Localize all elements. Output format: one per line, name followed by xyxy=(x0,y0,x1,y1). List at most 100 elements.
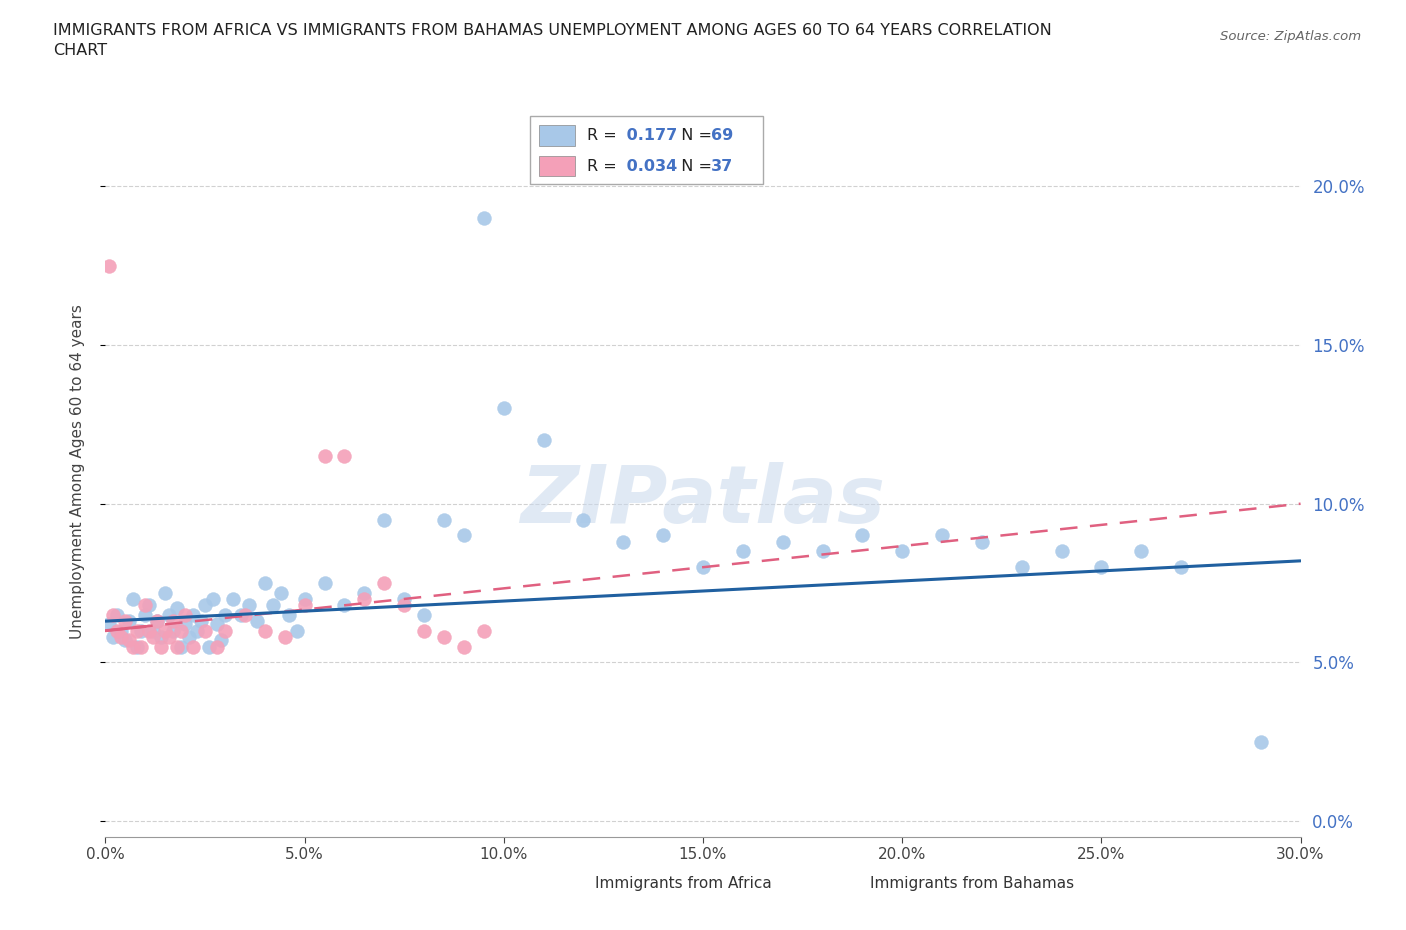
Point xyxy=(453,639,475,654)
Point xyxy=(253,623,276,638)
Point xyxy=(229,607,252,622)
Point xyxy=(150,630,173,644)
Point xyxy=(205,617,228,631)
Point xyxy=(1090,560,1112,575)
Point xyxy=(472,210,495,225)
Point xyxy=(138,598,160,613)
Text: 69: 69 xyxy=(711,128,734,143)
Point xyxy=(233,607,256,622)
Point xyxy=(142,630,165,644)
Text: ZIPatlas: ZIPatlas xyxy=(520,462,886,540)
Point xyxy=(851,528,873,543)
Point xyxy=(110,623,132,638)
Text: N =: N = xyxy=(671,159,717,174)
Point xyxy=(692,560,714,575)
Point xyxy=(353,585,375,600)
Point xyxy=(253,576,276,591)
Point xyxy=(129,639,153,654)
Point xyxy=(153,585,177,600)
Point xyxy=(392,591,416,606)
Point xyxy=(811,544,834,559)
Point xyxy=(1050,544,1073,559)
Point xyxy=(170,639,193,654)
Point xyxy=(285,623,308,638)
Point xyxy=(98,259,121,273)
Point xyxy=(262,598,284,613)
FancyBboxPatch shape xyxy=(540,156,575,177)
Point xyxy=(246,614,269,629)
Point xyxy=(294,598,316,613)
Point xyxy=(142,623,165,638)
Point xyxy=(472,623,495,638)
Point xyxy=(138,623,160,638)
Text: 0.177: 0.177 xyxy=(620,128,676,143)
Point xyxy=(205,639,228,654)
Point xyxy=(891,544,914,559)
Point xyxy=(970,535,993,550)
Point xyxy=(162,614,184,629)
Point xyxy=(103,630,125,644)
Text: Source: ZipAtlas.com: Source: ZipAtlas.com xyxy=(1220,30,1361,43)
Y-axis label: Unemployment Among Ages 60 to 64 years: Unemployment Among Ages 60 to 64 years xyxy=(70,304,84,640)
Point xyxy=(194,598,217,613)
Point xyxy=(931,528,953,543)
Point xyxy=(181,607,204,622)
Point xyxy=(174,607,197,622)
Point xyxy=(277,607,299,622)
Point xyxy=(273,630,295,644)
Text: IMMIGRANTS FROM AFRICA VS IMMIGRANTS FROM BAHAMAS UNEMPLOYMENT AMONG AGES 60 TO : IMMIGRANTS FROM AFRICA VS IMMIGRANTS FRO… xyxy=(53,23,1052,58)
Text: 37: 37 xyxy=(711,159,734,174)
Point xyxy=(146,614,169,629)
Point xyxy=(731,544,754,559)
Point xyxy=(572,512,595,527)
Point xyxy=(433,630,456,644)
Point xyxy=(114,632,136,647)
Point xyxy=(186,623,208,638)
FancyBboxPatch shape xyxy=(835,875,860,893)
Point xyxy=(98,617,121,631)
Point xyxy=(122,591,145,606)
Point xyxy=(209,632,232,647)
Point xyxy=(153,623,177,638)
Point xyxy=(103,607,125,622)
Text: R =: R = xyxy=(588,159,621,174)
Point xyxy=(333,598,356,613)
Point xyxy=(1011,560,1033,575)
Point xyxy=(772,535,794,550)
Point xyxy=(107,607,129,622)
Point xyxy=(1130,544,1153,559)
Point xyxy=(166,639,188,654)
Point xyxy=(202,591,225,606)
Point xyxy=(533,432,555,447)
Point xyxy=(413,607,436,622)
Point xyxy=(392,598,416,613)
Point xyxy=(162,623,184,638)
Point xyxy=(157,630,180,644)
Point xyxy=(107,623,129,638)
Point xyxy=(146,614,169,629)
Point xyxy=(214,623,236,638)
Point xyxy=(222,591,245,606)
Text: N =: N = xyxy=(671,128,717,143)
Point xyxy=(118,632,141,647)
Point xyxy=(492,401,515,416)
Point xyxy=(157,607,180,622)
Text: Immigrants from Africa: Immigrants from Africa xyxy=(596,876,772,891)
Point xyxy=(413,623,436,638)
Point xyxy=(612,535,634,550)
Text: R =: R = xyxy=(588,128,621,143)
Point xyxy=(353,591,375,606)
Point xyxy=(238,598,260,613)
Point xyxy=(166,601,188,616)
Point xyxy=(150,639,173,654)
Point xyxy=(134,598,156,613)
Point xyxy=(118,614,141,629)
Point xyxy=(294,591,316,606)
Text: 0.034: 0.034 xyxy=(620,159,676,174)
Point xyxy=(214,607,236,622)
Point xyxy=(373,576,395,591)
Point xyxy=(270,585,292,600)
Point xyxy=(333,448,356,463)
Point xyxy=(181,639,204,654)
Point xyxy=(314,448,336,463)
